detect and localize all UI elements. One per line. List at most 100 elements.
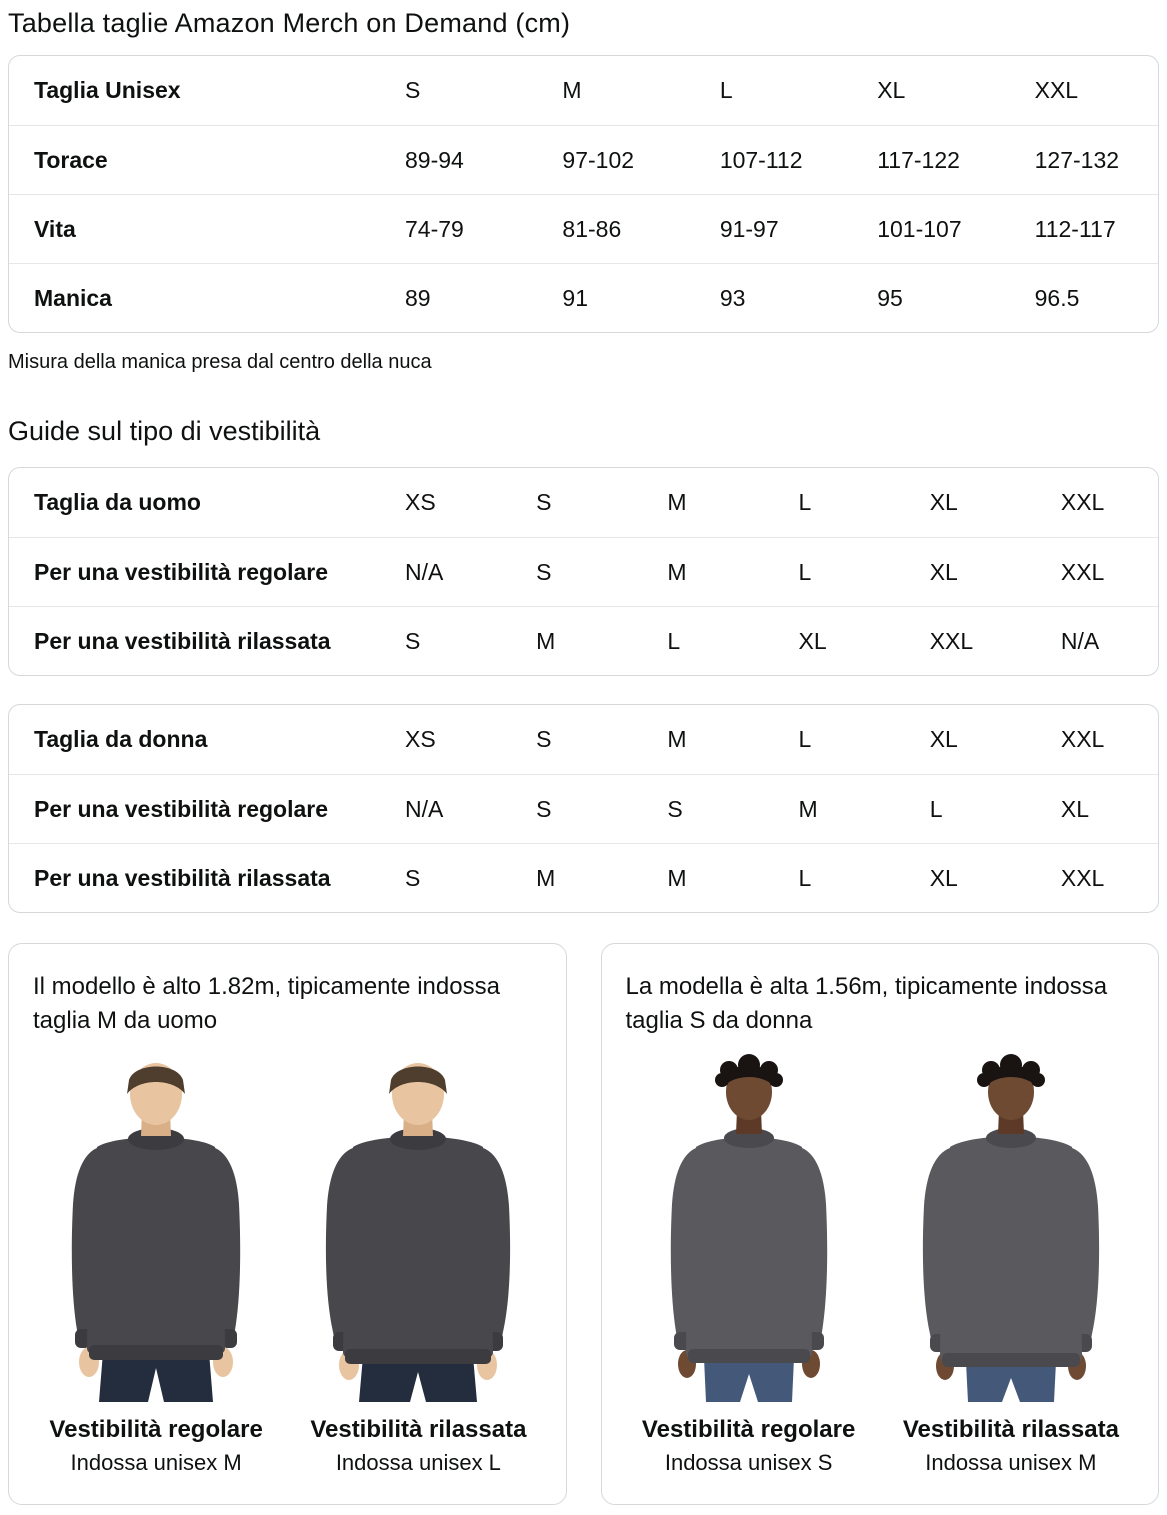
fit-size-cell: S [405, 864, 421, 891]
row-label: Torace [34, 146, 108, 173]
figure-female-relaxed: Vestibilità rilassata Indossa unisex M [884, 1052, 1138, 1476]
row-label: Manica [34, 284, 112, 311]
fit-size-cell: S [405, 627, 421, 654]
row-label: Per una vestibilità rilassata [34, 864, 331, 891]
row-label: Per una vestibilità rilassata [34, 627, 331, 654]
table-row: Manica 89 91 93 95 96.5 [9, 263, 1158, 332]
size-worn-label: Indossa unisex M [925, 1450, 1097, 1476]
model-photo-female-regular-fit [670, 1054, 827, 1403]
size-header: M [562, 77, 582, 103]
measure-cell: 81-86 [562, 215, 622, 242]
model-cards: Il modello è alto 1.82m, tipicamente ind… [8, 943, 1159, 1506]
fit-size-cell: M [798, 795, 818, 822]
sleeve-measure-note: Misura della manica presa dal centro del… [8, 351, 432, 373]
men-fit-table: Taglia da uomo XS S M L XL XXL Per una v… [8, 467, 1159, 676]
size-header: L [798, 726, 812, 752]
fit-size-cell: M [536, 627, 556, 654]
table-header-row: Taglia da uomo XS S M L XL XXL [9, 468, 1158, 537]
row-label: Taglia Unisex [34, 77, 181, 103]
size-header: M [667, 489, 687, 515]
table-header-row: Taglia da donna XS S M L XL XXL [9, 705, 1158, 774]
model-photo-female-relaxed-fit [922, 1054, 1099, 1403]
measure-cell: 91-97 [719, 215, 779, 242]
page-title: Tabella taglie Amazon Merch on Demand (c… [8, 8, 571, 38]
size-header: XL [929, 726, 958, 752]
fit-size-cell: N/A [405, 558, 444, 585]
fit-size-cell: XXL [1060, 558, 1105, 585]
measure-cell: 112-117 [1034, 215, 1116, 242]
figure-male-relaxed: Vestibilità rilassata Indossa unisex L [291, 1052, 545, 1476]
female-model-card: La modella è alta 1.56m, tipicamente ind… [600, 943, 1159, 1506]
size-worn-label: Indossa unisex L [335, 1450, 501, 1476]
size-header: S [536, 489, 552, 515]
fit-size-cell: L [798, 864, 812, 891]
fit-size-cell: N/A [1060, 627, 1100, 654]
measure-cell: 74-79 [405, 215, 464, 242]
row-label: Vita [34, 215, 76, 242]
fit-size-cell: XXL [929, 627, 974, 654]
size-header: XXL [1034, 77, 1079, 103]
fit-size-cell: L [667, 627, 681, 654]
row-label: Per una vestibilità regolare [34, 795, 329, 822]
measure-cell: 96.5 [1034, 284, 1080, 311]
model-photo-male-regular-fit [71, 1063, 241, 1403]
fit-size-cell: S [667, 795, 683, 822]
size-header: S [536, 726, 552, 752]
fit-label: Vestibilità regolare [49, 1416, 263, 1444]
fit-size-cell: XL [1060, 795, 1089, 822]
fit-label: Vestibilità rilassata [310, 1416, 527, 1444]
women-fit-table: Taglia da donna XS S M L XL XXL Per una … [8, 704, 1159, 913]
fit-size-cell: XXL [1060, 864, 1105, 891]
measure-cell: 97-102 [562, 146, 635, 173]
size-header: S [405, 77, 421, 103]
table-row: Torace 89-94 97-102 107-112 117-122 127-… [9, 125, 1158, 194]
measure-cell: 127-132 [1034, 146, 1120, 173]
measure-cell: 89 [405, 284, 431, 311]
measure-cell: 117-122 [877, 146, 960, 173]
measure-cell: 93 [719, 284, 746, 311]
fit-size-cell: L [929, 795, 943, 822]
male-model-card: Il modello è alto 1.82m, tipicamente ind… [8, 943, 567, 1506]
size-header: XXL [1060, 726, 1105, 752]
fit-size-cell: L [798, 558, 812, 585]
size-worn-label: Indossa unisex M [70, 1450, 242, 1476]
fit-size-cell: S [536, 795, 552, 822]
unisex-size-table: Taglia Unisex S M L XL XXL Torace 89-94 … [8, 55, 1159, 333]
size-header: XS [405, 726, 436, 752]
table-row: Per una vestibilità rilassata S M M L XL… [9, 843, 1158, 912]
size-header: M [667, 726, 687, 752]
table-row: Vita 74-79 81-86 91-97 101-107 112-117 [9, 194, 1158, 263]
fit-size-cell: M [536, 864, 556, 891]
row-label: Taglia da uomo [34, 489, 201, 515]
fit-size-cell: XL [929, 864, 958, 891]
figure-female-regular: Vestibilità regolare Indossa unisex S [622, 1052, 876, 1476]
size-header: XL [929, 489, 958, 515]
measure-cell: 107-112 [719, 146, 803, 173]
fit-size-cell: XL [929, 558, 958, 585]
fit-size-cell: N/A [405, 795, 444, 822]
size-worn-label: Indossa unisex S [664, 1450, 833, 1476]
male-model-description: Il modello è alto 1.82m, tipicamente ind… [33, 973, 500, 1035]
size-header: XL [877, 77, 906, 103]
table-row: Per una vestibilità regolare N/A S S M L… [9, 774, 1158, 843]
figure-male-regular: Vestibilità regolare Indossa unisex M [29, 1052, 283, 1476]
fit-size-cell: XL [798, 627, 827, 654]
table-row: Per una vestibilità regolare N/A S M L X… [9, 537, 1158, 606]
size-header: L [798, 489, 812, 515]
male-figures: Vestibilità regolare Indossa unisex M [29, 1052, 546, 1476]
measure-cell: 89-94 [405, 146, 464, 173]
measure-cell: 101-107 [877, 215, 962, 242]
fit-size-cell: S [536, 558, 552, 585]
row-label: Per una vestibilità regolare [34, 558, 329, 585]
fit-label: Vestibilità rilassata [902, 1416, 1119, 1444]
measure-cell: 91 [562, 284, 588, 311]
fit-guide-heading: Guide sul tipo di vestibilità [8, 416, 321, 446]
measure-cell: 95 [877, 284, 903, 311]
table-header-row: Taglia Unisex S M L XL XXL [9, 56, 1158, 125]
size-header: L [719, 77, 733, 103]
row-label: Taglia da donna [34, 726, 208, 752]
size-header: XS [405, 489, 436, 515]
fit-size-cell: M [667, 558, 687, 585]
size-header: XXL [1060, 489, 1105, 515]
